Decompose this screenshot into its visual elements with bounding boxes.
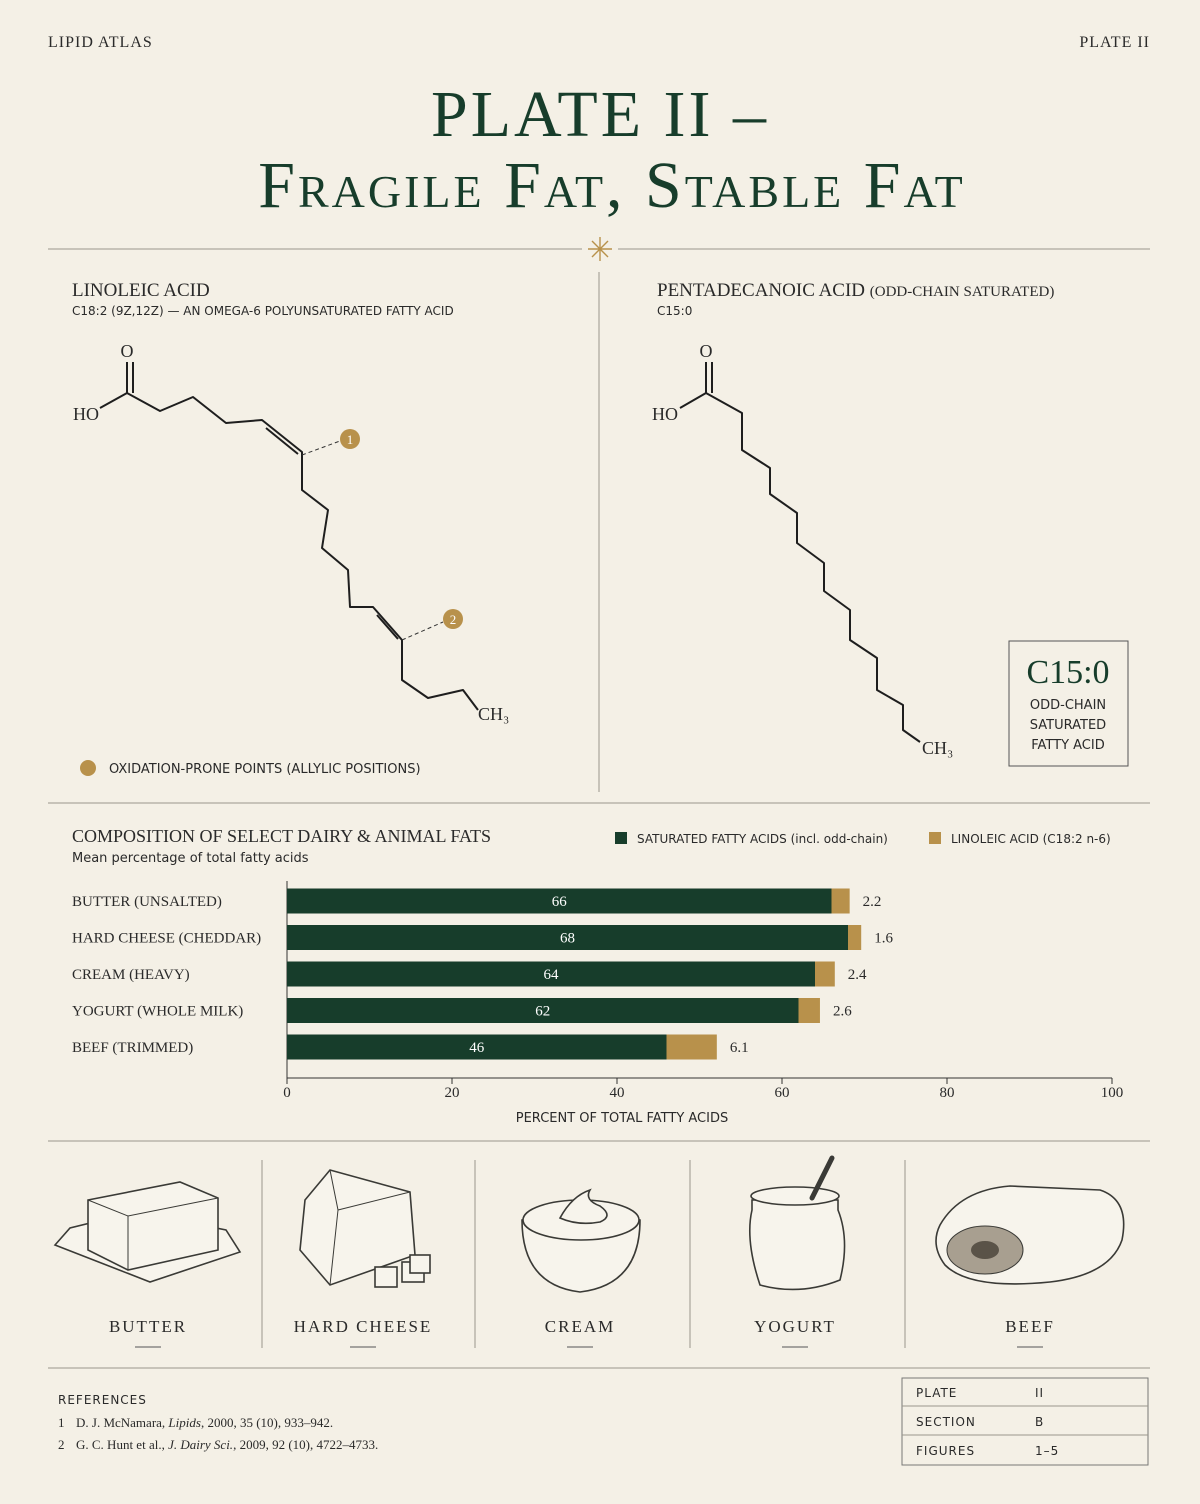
table-cell: SECTION bbox=[916, 1415, 976, 1429]
x-tick-label: 60 bbox=[775, 1085, 790, 1101]
chart: SATURATED FATTY ACIDS (incl. odd-chain) L… bbox=[72, 832, 1123, 1101]
bar-segment bbox=[848, 925, 862, 950]
bar-segment bbox=[287, 961, 815, 987]
legend-label: LINOLEIC ACID (C18:2 n-6) bbox=[951, 832, 1111, 846]
bar-segment bbox=[815, 961, 835, 987]
y-tick-label: YOGURT (WHOLE MILK) bbox=[72, 1004, 243, 1020]
header-right: PLATE II bbox=[1079, 34, 1150, 51]
value-label: 2.2 bbox=[863, 894, 882, 910]
table-cell: B bbox=[1035, 1415, 1044, 1429]
y-tick-label: HARD CHEESE (CHEDDAR) bbox=[72, 931, 261, 947]
food-label: HARD CHEESE bbox=[294, 1317, 433, 1336]
badge-text: SATURATED bbox=[1030, 718, 1106, 733]
value-label: 46 bbox=[469, 1040, 485, 1056]
marker-label: 2 bbox=[450, 612, 457, 627]
y-tick-label: CREAM (HEAVY) bbox=[72, 967, 190, 983]
table-cell: FIGURES bbox=[916, 1444, 975, 1458]
panel-subtitle: C18:2 (9Z,12Z) — AN OMEGA-6 POLYUNSATURA… bbox=[72, 304, 454, 318]
marker-label: 1 bbox=[347, 432, 354, 447]
legend-swatch bbox=[615, 832, 627, 844]
food-dividers bbox=[261, 1160, 906, 1348]
value-label: 2.4 bbox=[848, 967, 867, 983]
legend-label: OXIDATION-PRONE POINTS (ALLYLIC POSITION… bbox=[109, 762, 421, 777]
plate-table bbox=[901, 1377, 1149, 1466]
atom-label: O bbox=[121, 341, 134, 361]
bar-segment bbox=[287, 925, 848, 950]
panel-title: LINOLEIC ACID bbox=[72, 280, 210, 301]
reference: 1 D. J. McNamara, Lipids, 2000, 35 (10), … bbox=[58, 1415, 333, 1430]
cheese-illustration bbox=[299, 1169, 431, 1288]
value-label: 1.6 bbox=[874, 931, 893, 947]
bar-segment bbox=[798, 998, 820, 1023]
atom-label: CH₃ bbox=[478, 704, 509, 724]
atom-label: HO bbox=[652, 404, 678, 424]
bar-segment bbox=[287, 998, 799, 1023]
value-label: 64 bbox=[544, 967, 560, 983]
reference: 2 G. C. Hunt et al., J. Dairy Sci., 2009,… bbox=[58, 1437, 378, 1452]
x-axis-label: PERCENT OF TOTAL FATTY ACIDS bbox=[516, 1111, 728, 1126]
value-label: 68 bbox=[560, 931, 575, 947]
chart-title: COMPOSITION OF SELECT DAIRY & ANIMAL FAT… bbox=[72, 826, 491, 846]
food-label: CREAM bbox=[545, 1317, 615, 1336]
table-cell: 1–5 bbox=[1035, 1444, 1059, 1458]
x-tick-label: 100 bbox=[1101, 1085, 1124, 1101]
ornament bbox=[588, 237, 612, 261]
references-heading: REFERENCES bbox=[58, 1393, 147, 1407]
table-cell: PLATE bbox=[916, 1386, 957, 1400]
header-left: LIPID ATLAS bbox=[48, 34, 153, 51]
panel-title: PENTADECANOIC ACID (ODD-CHAIN SATURATED) bbox=[657, 280, 1054, 301]
linoleic-structure bbox=[99, 362, 479, 711]
bar-segment bbox=[287, 888, 832, 914]
y-tick-label: BUTTER (UNSALTED) bbox=[72, 894, 222, 910]
atom-label: O bbox=[700, 341, 713, 361]
atom-label: CH₃ bbox=[922, 738, 953, 758]
atom-label: HO bbox=[73, 404, 99, 424]
value-label: 66 bbox=[552, 894, 568, 910]
value-label: 6.1 bbox=[730, 1040, 749, 1056]
badge-text: ODD-CHAIN bbox=[1030, 698, 1106, 713]
title: PLATE II – bbox=[431, 78, 769, 151]
bar-segment bbox=[831, 888, 850, 914]
yogurt-illustration bbox=[748, 1155, 846, 1291]
value-label: 62 bbox=[535, 1004, 550, 1020]
badge bbox=[1008, 640, 1129, 767]
food-labels: BUTTER HARD CHEESE CREAM YOGURT BEEF bbox=[109, 1317, 1055, 1348]
table-cell: II bbox=[1035, 1386, 1044, 1400]
legend-swatch bbox=[929, 832, 941, 844]
badge-text: FATTY ACID bbox=[1031, 738, 1104, 753]
pentadecanoic-structure bbox=[679, 362, 921, 743]
chart-subtitle: Mean percentage of total fatty acids bbox=[72, 851, 309, 866]
legend-swatch bbox=[80, 760, 96, 776]
bar-segment bbox=[287, 1034, 667, 1060]
food-label: YOGURT bbox=[754, 1317, 836, 1336]
butter-illustration bbox=[53, 1181, 242, 1283]
value-label: 2.6 bbox=[833, 1004, 852, 1020]
panel-subtitle: C15:0 bbox=[657, 304, 692, 318]
plate-table-cells: PLATE II SECTION B FIGURES 1–5 bbox=[916, 1386, 1059, 1458]
legend-label: SATURATED FATTY ACIDS (incl. odd-chain) bbox=[637, 832, 888, 846]
x-tick-label: 20 bbox=[445, 1085, 460, 1101]
y-tick-label: BEEF (TRIMMED) bbox=[72, 1040, 193, 1056]
bar-segment bbox=[666, 1034, 717, 1060]
badge-formula: C15:0 bbox=[1026, 654, 1109, 691]
beef-illustration bbox=[935, 1185, 1125, 1285]
title: Fragile Fat, Stable Fat bbox=[258, 149, 965, 222]
x-tick-label: 0 bbox=[283, 1085, 291, 1101]
x-tick-label: 40 bbox=[610, 1085, 625, 1101]
x-tick-label: 80 bbox=[940, 1085, 955, 1101]
cream-illustration bbox=[521, 1188, 641, 1293]
food-label: BEEF bbox=[1005, 1317, 1055, 1336]
food-label: BUTTER bbox=[109, 1317, 187, 1336]
